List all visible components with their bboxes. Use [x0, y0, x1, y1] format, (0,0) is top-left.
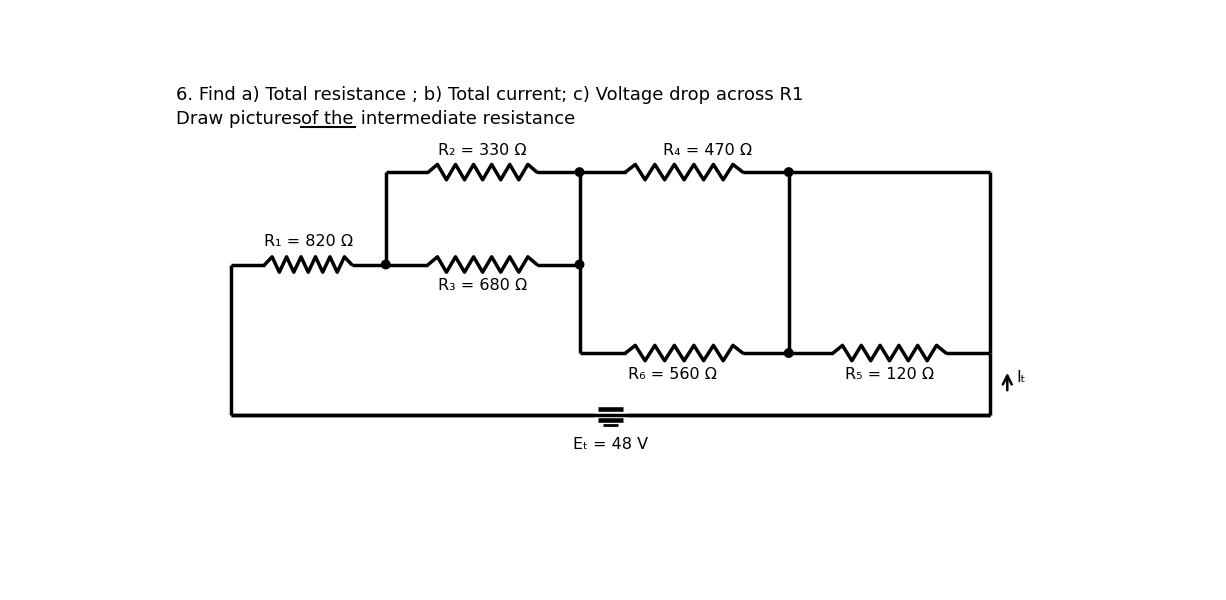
Text: R₄ = 470 Ω: R₄ = 470 Ω [663, 143, 752, 158]
Text: R₆ = 560 Ω: R₆ = 560 Ω [628, 367, 717, 382]
Text: Eₜ = 48 V: Eₜ = 48 V [573, 437, 649, 452]
Circle shape [575, 168, 584, 176]
Circle shape [381, 260, 390, 269]
Text: Draw pictures: Draw pictures [177, 110, 308, 128]
Text: of the: of the [302, 110, 354, 128]
Text: 6. Find a) Total resistance ; b) Total current; c) Voltage drop across R1: 6. Find a) Total resistance ; b) Total c… [177, 86, 804, 104]
Text: R₁ = 820 Ω: R₁ = 820 Ω [264, 234, 353, 249]
Text: R₅ = 120 Ω: R₅ = 120 Ω [845, 367, 934, 382]
Circle shape [785, 168, 793, 176]
Text: R₃ = 680 Ω: R₃ = 680 Ω [438, 278, 527, 293]
Circle shape [575, 260, 584, 269]
Text: R₂ = 330 Ω: R₂ = 330 Ω [439, 143, 527, 158]
Text: intermediate resistance: intermediate resistance [354, 110, 575, 128]
Text: Iₜ: Iₜ [1016, 370, 1026, 385]
Circle shape [785, 349, 793, 357]
